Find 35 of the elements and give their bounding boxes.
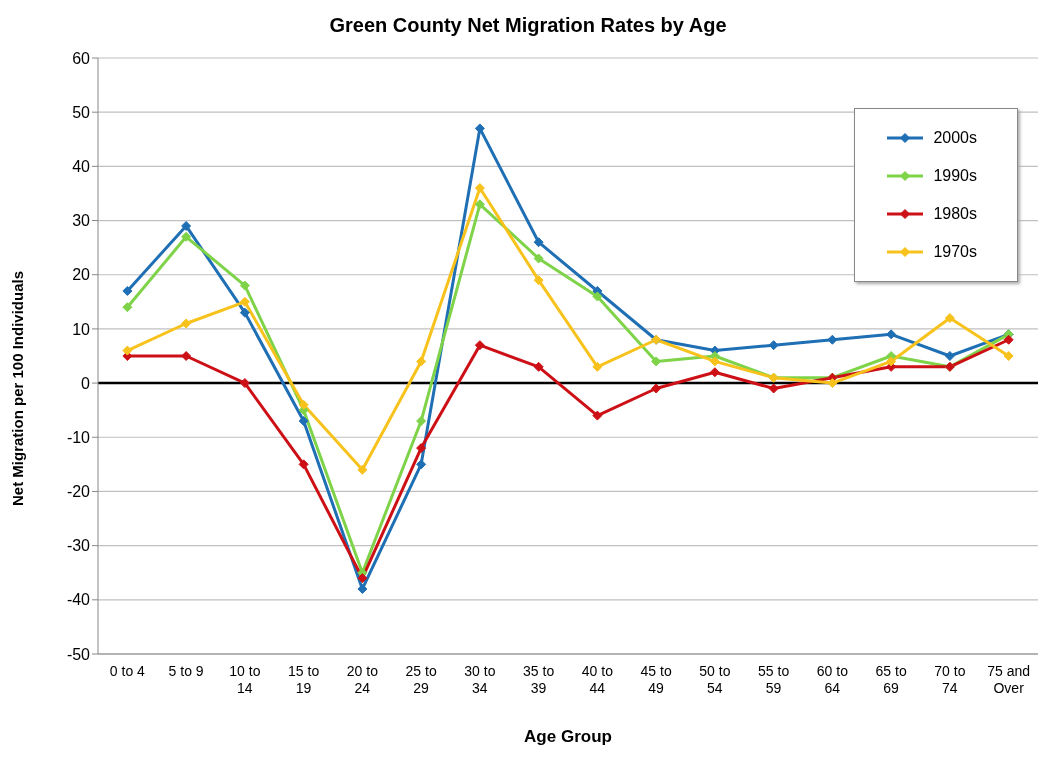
y-tick-label: -20 (66, 483, 91, 501)
x-tick-label: 45 to 49 (640, 663, 672, 696)
x-tick-label: 75 and Over (987, 663, 1031, 696)
y-tick-label: 30 (72, 212, 91, 230)
x-tick-label: 65 to 69 (875, 663, 907, 696)
x-tick-label: 15 to 19 (288, 663, 320, 696)
x-axis-title: Age Group (524, 727, 612, 746)
x-tick-label: 5 to 9 (168, 663, 204, 679)
y-tick-label: -40 (66, 591, 91, 609)
x-tick-label: 40 to 44 (581, 663, 614, 696)
y-tick-label: -30 (66, 537, 91, 555)
y-axis-title: Net Migration per 100 Individuals (9, 270, 27, 506)
x-tick-label: 10 to 14 (229, 663, 261, 696)
legend-label: 2000s (933, 129, 977, 147)
x-tick-label: 30 to 34 (464, 663, 496, 696)
legend-label: 1990s (933, 167, 977, 185)
y-tick-label: 0 (81, 374, 91, 392)
legend-label: 1970s (933, 243, 977, 261)
y-tick-label: 10 (72, 320, 91, 338)
x-tick-label: 50 to 54 (699, 663, 731, 696)
x-tick-label: 0 to 4 (109, 663, 146, 679)
x-tick-label: 35 to 39 (523, 663, 555, 696)
x-tick-label: 70 to 74 (934, 663, 966, 696)
x-tick-label: 20 to 24 (346, 663, 379, 696)
legend-label: 1980s (933, 205, 977, 223)
y-tick-label: 40 (72, 158, 91, 176)
y-tick-label: 50 (72, 103, 91, 121)
x-tick-label: 55 to 59 (758, 663, 790, 696)
x-tick-label: 60 to 64 (816, 663, 849, 696)
y-tick-label: 20 (72, 266, 91, 284)
y-tick-label: -10 (66, 428, 91, 446)
y-tick-label: 60 (72, 49, 91, 67)
x-tick-label: 25 to 29 (405, 663, 437, 696)
chart-title: Green County Net Migration Rates by Age (328, 13, 728, 38)
y-tick-label: -50 (66, 645, 91, 663)
